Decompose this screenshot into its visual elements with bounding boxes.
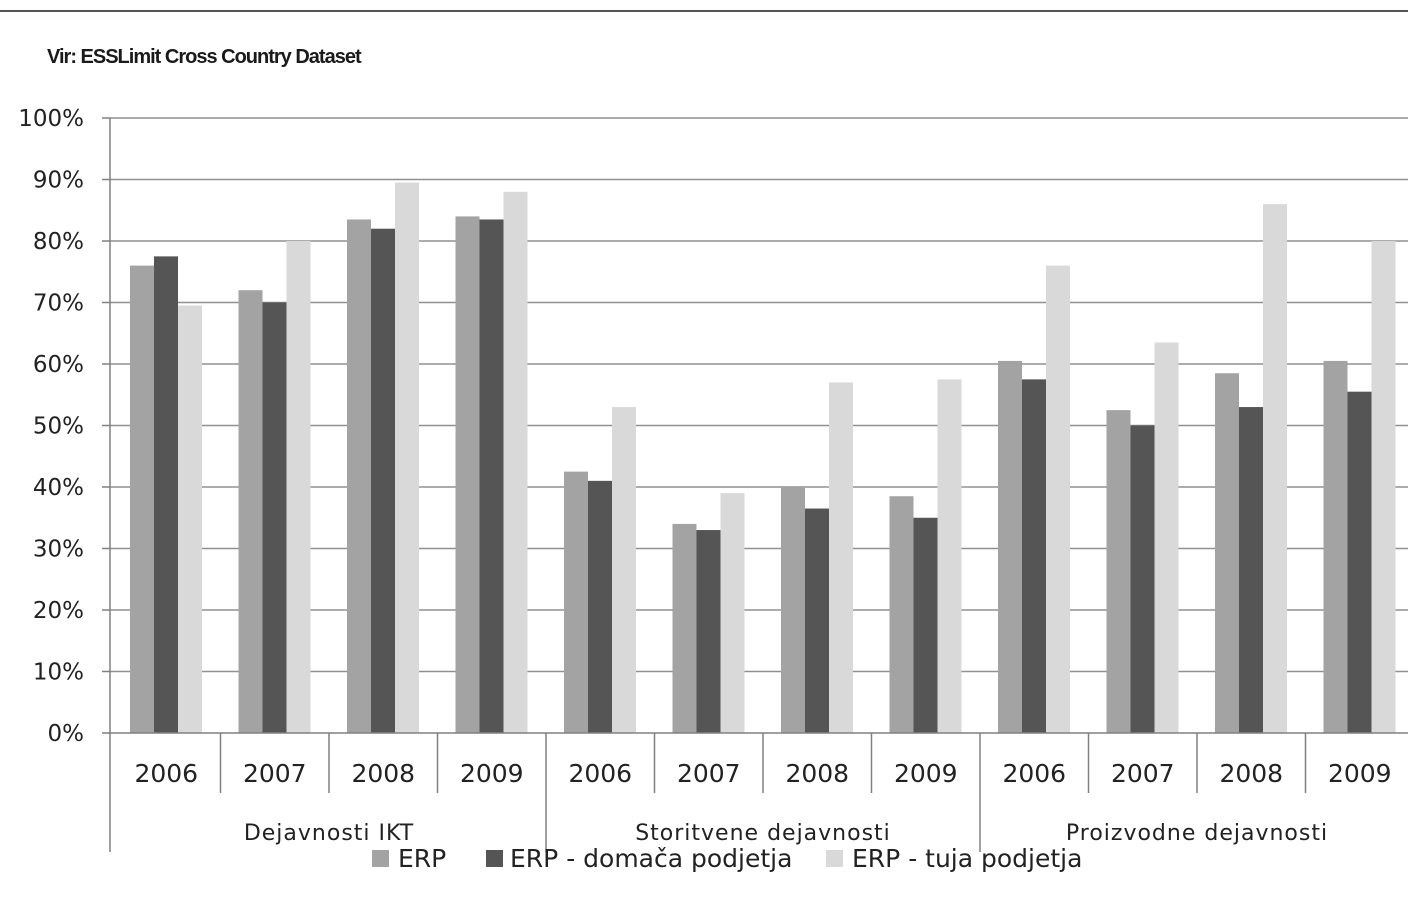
gridlines xyxy=(110,117,1408,673)
legend-label: ERP xyxy=(398,844,446,873)
bar xyxy=(781,487,805,733)
bar xyxy=(889,496,914,733)
x-tick-label: 2009 xyxy=(894,759,958,788)
y-tick-label: 50% xyxy=(33,414,84,440)
x-tick-label: 2007 xyxy=(1111,759,1175,788)
legend-swatch xyxy=(826,850,843,867)
bar xyxy=(1323,360,1348,733)
bar xyxy=(1106,410,1131,733)
bar xyxy=(913,517,938,733)
bar xyxy=(564,471,588,733)
bar xyxy=(1130,425,1155,733)
legend-label: ERP - domača podjetja xyxy=(510,844,792,873)
x-tick-label: 2007 xyxy=(677,759,741,788)
x-tick-label: 2009 xyxy=(460,759,524,788)
bar xyxy=(1215,373,1239,733)
bar xyxy=(286,241,311,733)
bar xyxy=(154,256,178,733)
bar xyxy=(696,530,721,733)
x-axis: 2006 2007 2008 2009 Dejavnosti IKT 2006 2007 20… xyxy=(110,732,1408,852)
y-tick-label: 70% xyxy=(33,291,84,317)
bar xyxy=(1371,241,1396,733)
y-tick-label: 0% xyxy=(48,721,85,747)
x-tick-label: 2008 xyxy=(351,759,415,788)
bar xyxy=(347,219,371,734)
bar xyxy=(588,480,612,733)
bar xyxy=(937,379,962,733)
bar xyxy=(672,523,697,733)
y-tick-label: 10% xyxy=(33,660,84,686)
legend-swatch xyxy=(372,850,389,867)
bar xyxy=(395,182,419,733)
bar xyxy=(1347,391,1372,733)
bar xyxy=(262,302,287,733)
bar xyxy=(612,407,636,733)
y-tick-label: 40% xyxy=(33,475,84,501)
y-tick-label: 20% xyxy=(33,598,84,624)
bar xyxy=(1263,204,1287,734)
bar xyxy=(479,219,504,734)
bars xyxy=(130,182,1396,734)
bar xyxy=(1239,407,1263,733)
y-tick-label: 90% xyxy=(33,168,84,194)
group-label: Proizvodne dejavnosti xyxy=(1066,821,1328,846)
bar xyxy=(720,493,745,733)
y-tick-label: 60% xyxy=(33,352,84,378)
legend-swatch xyxy=(486,850,503,867)
legend-label: ERP - tuja podjetja xyxy=(852,844,1082,873)
bar xyxy=(178,305,202,733)
x-tick-label: 2006 xyxy=(568,759,632,788)
x-tick-label: 2008 xyxy=(1219,759,1283,788)
bar xyxy=(1154,342,1179,733)
legend: ERP ERP - domača podjetja ERP - tuja podje… xyxy=(372,844,1082,873)
x-tick-label: 2006 xyxy=(134,759,198,788)
x-tick-label: 2009 xyxy=(1328,759,1392,788)
top-border xyxy=(0,10,1408,12)
bar xyxy=(998,360,1022,733)
y-tick-label: 100% xyxy=(18,106,84,132)
x-tick-label: 2008 xyxy=(785,759,849,788)
x-tick-label: 2006 xyxy=(1002,759,1066,788)
group-label: Dejavnosti IKT xyxy=(244,821,414,846)
bar xyxy=(130,265,154,733)
y-tick-label: 30% xyxy=(33,537,84,563)
bar xyxy=(1022,379,1046,733)
source-note: Vir: ESSLimit Cross Country Dataset xyxy=(47,46,362,68)
group-label: Storitvene dejavnosti xyxy=(635,821,891,846)
bar xyxy=(829,382,853,733)
y-axis: 0% 10% 20% 30% 40% 50% 60% 70% 80% 90% 100% xyxy=(18,106,111,852)
x-tick-label: 2007 xyxy=(243,759,307,788)
bar xyxy=(503,191,528,734)
bar xyxy=(1046,265,1070,733)
bar xyxy=(371,228,395,733)
y-tick-label: 80% xyxy=(33,229,84,255)
bar xyxy=(455,216,480,733)
bar xyxy=(238,290,263,733)
bar xyxy=(805,508,829,733)
